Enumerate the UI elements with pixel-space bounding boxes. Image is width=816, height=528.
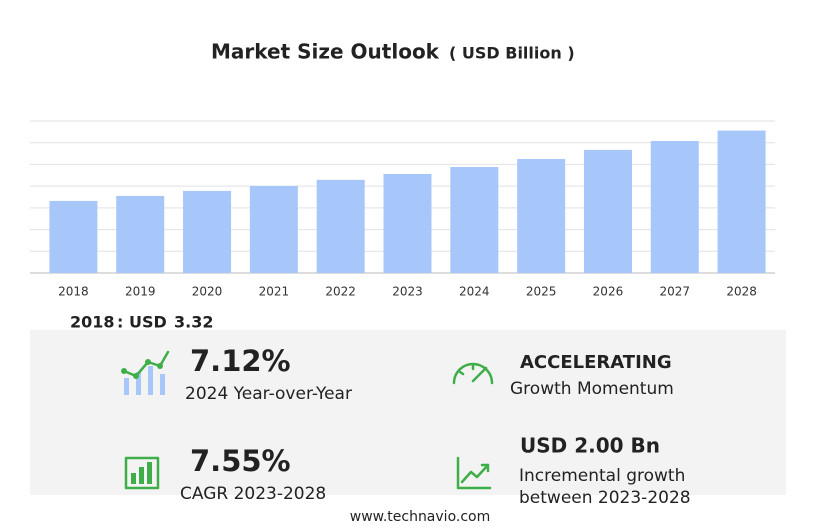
x-tick-label: 2021 — [259, 285, 290, 299]
base-year: 2018 — [70, 313, 115, 332]
x-tick-label: 2023 — [392, 285, 423, 299]
x-tick-label: 2028 — [726, 285, 757, 299]
x-tick-label: 2018 — [58, 285, 89, 299]
bar — [517, 159, 566, 273]
bar — [650, 140, 699, 273]
x-tick-label: 2027 — [659, 285, 690, 299]
bar — [116, 195, 165, 273]
chart-title: Market Size Outlook — [211, 40, 440, 64]
x-tick-label: 2022 — [325, 285, 356, 299]
base-value: 3.32 — [174, 313, 213, 332]
stat-label: CAGR 2023-2028 — [180, 484, 326, 504]
chart-unit: ( USD Billion ) — [449, 44, 575, 63]
stat-label: between 2023-2028 — [519, 488, 691, 508]
stat-value: 7.55% — [190, 444, 291, 478]
stat-value: 7.12% — [190, 344, 291, 378]
bar — [383, 173, 432, 273]
x-tick-label: 2019 — [125, 285, 156, 299]
gauge-icon — [452, 362, 494, 385]
stats-panel — [30, 330, 786, 495]
stat-label: 2024 Year-over-Year — [185, 384, 352, 404]
bar — [583, 149, 632, 273]
bar — [450, 167, 499, 273]
stat-label: Incremental growth — [519, 466, 685, 486]
growth-icon — [121, 350, 170, 395]
x-tick-label: 2025 — [526, 285, 557, 299]
x-tick-label: 2020 — [192, 285, 223, 299]
footer: www.technavio.com — [350, 509, 491, 525]
bar — [717, 130, 766, 273]
x-tick-label: 2026 — [593, 285, 624, 299]
bar — [316, 179, 365, 273]
stat-label: Growth Momentum — [510, 379, 674, 399]
chart-icon — [124, 456, 160, 490]
x-tick-label: 2024 — [459, 285, 490, 299]
stat-value: USD 2.00 Bn — [520, 434, 660, 458]
base-currency: USD — [129, 313, 167, 332]
base-separator: : — [117, 313, 123, 332]
stat-value: ACCELERATING — [520, 352, 672, 373]
bar — [49, 200, 98, 273]
bar — [249, 185, 298, 273]
bar — [183, 190, 232, 273]
trend-icon — [456, 456, 492, 490]
